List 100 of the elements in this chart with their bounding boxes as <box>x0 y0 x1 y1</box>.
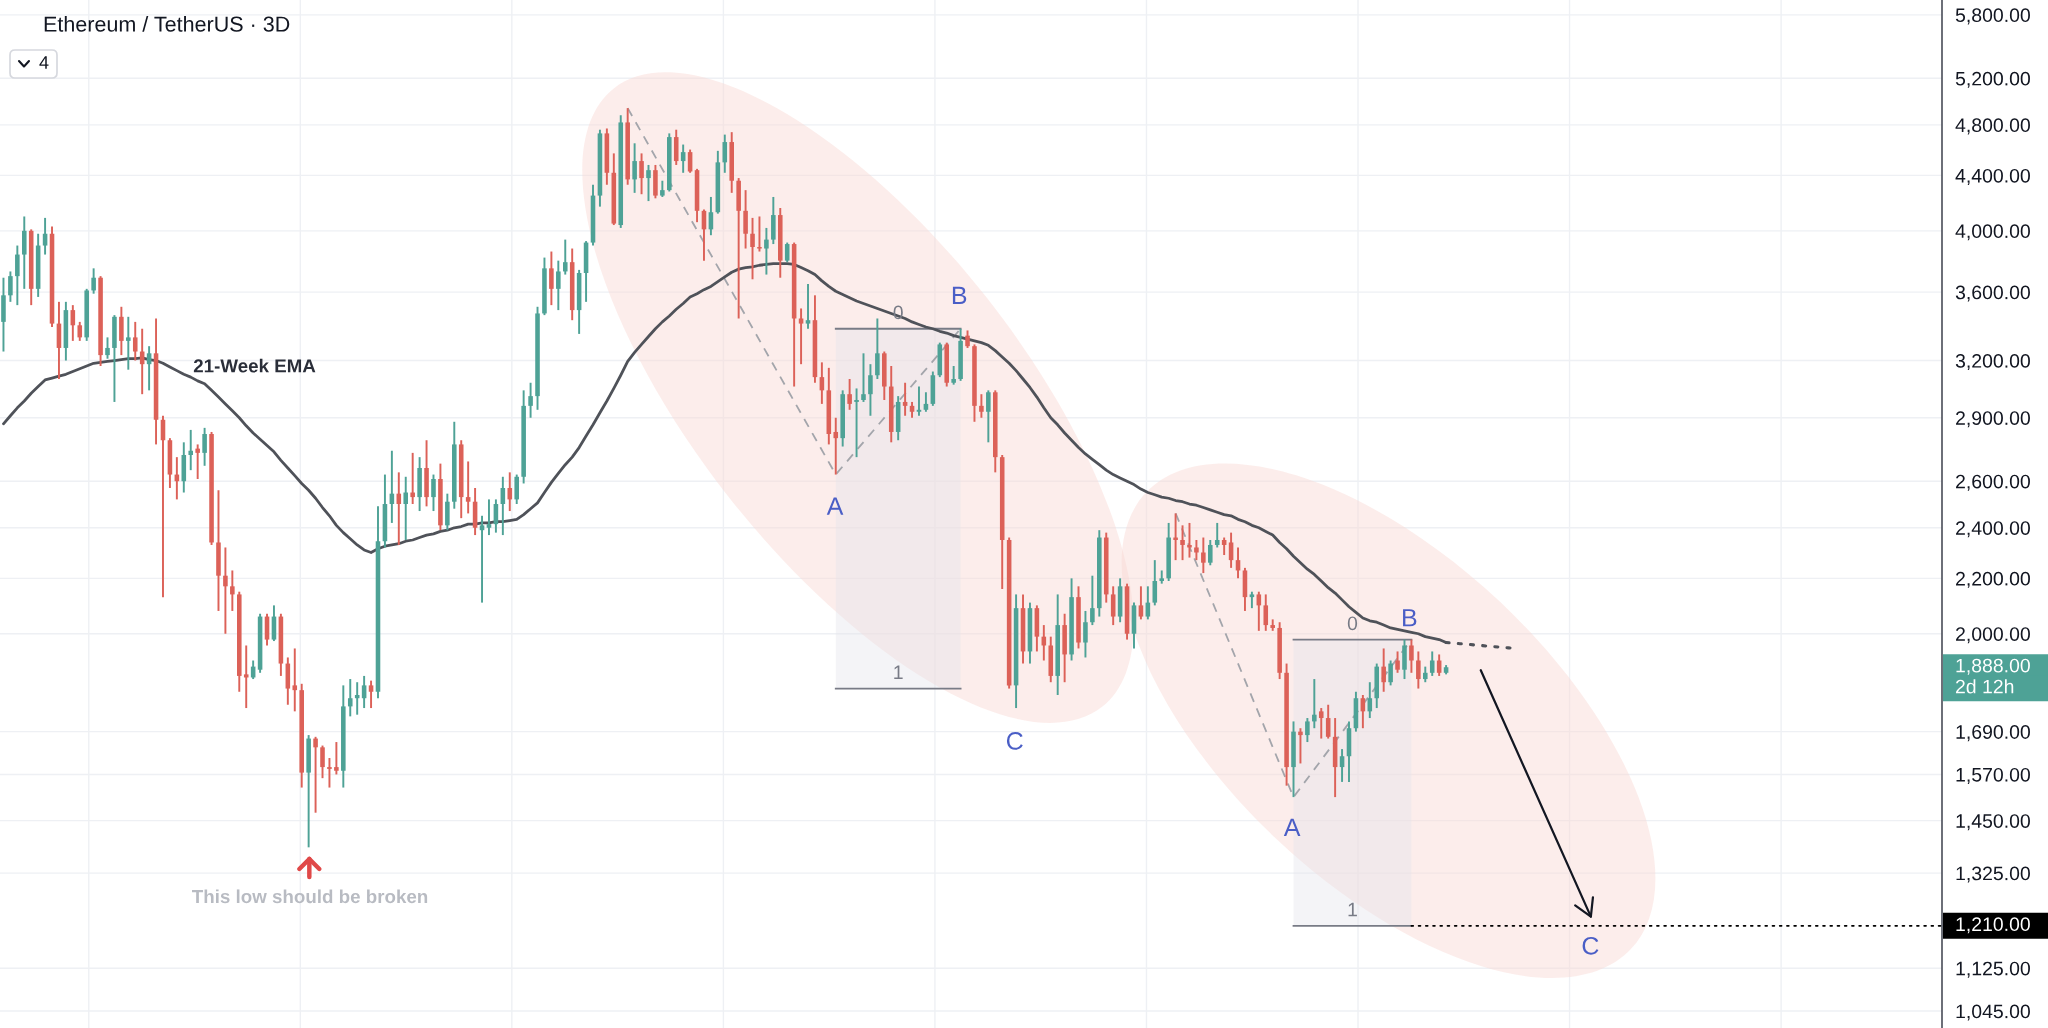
candlestick <box>868 363 873 417</box>
candlestick <box>486 498 492 537</box>
candlestick <box>313 735 318 814</box>
candlestick <box>854 387 859 459</box>
candlestick <box>639 152 644 196</box>
candlestick <box>979 393 984 419</box>
annotation: C <box>1006 732 1023 750</box>
annotation: This low should be broken <box>192 889 428 904</box>
candlestick <box>1187 521 1192 559</box>
candlestick <box>431 473 436 513</box>
candlestick <box>1318 707 1324 740</box>
candlestick <box>1201 536 1206 575</box>
candlestick <box>445 492 450 532</box>
candlestick <box>1388 659 1393 687</box>
candlestick <box>368 679 374 710</box>
annotation: B <box>952 286 967 304</box>
candlestick <box>875 317 880 380</box>
y-tick-label: 1,045.00 <box>1956 1004 2030 1021</box>
candlestick <box>798 307 804 366</box>
candlestick <box>21 215 27 290</box>
candlestick <box>1083 609 1088 659</box>
y-tick-label: 1,690.00 <box>1956 725 2030 742</box>
candlestick <box>646 163 651 203</box>
candlestick <box>1110 585 1116 627</box>
candlestick <box>1214 521 1220 549</box>
candlestick <box>556 259 561 312</box>
text: Ethereum / TetherUS · 3D <box>44 15 290 32</box>
text: 2d 12h <box>1955 679 2014 694</box>
candlestick <box>8 270 13 303</box>
candlestick <box>327 757 332 789</box>
candlestick <box>750 216 755 281</box>
candlestick <box>410 451 415 505</box>
candlestick <box>1395 650 1400 674</box>
candlestick <box>195 443 200 480</box>
candlestick <box>507 471 513 513</box>
y-tick-label: 3,600.00 <box>1955 285 2030 302</box>
annotation: 4 <box>39 56 49 69</box>
annotation: B <box>1403 609 1417 627</box>
candlestick <box>320 744 325 780</box>
candlestick <box>632 142 637 194</box>
y-tick-label: 1,325.00 <box>1956 866 2030 883</box>
y-tick-label: 4,000.00 <box>1955 224 2030 241</box>
candlestick <box>126 315 131 371</box>
candlestick <box>847 378 852 411</box>
candlestick <box>1429 650 1435 677</box>
y-tick-label: 1,125.00 <box>1956 961 2030 978</box>
annotation: C <box>1582 936 1599 955</box>
candlestick <box>292 647 298 713</box>
annotation: A <box>1283 818 1301 836</box>
candlestick <box>1090 574 1095 627</box>
y-tick-label: 2,900.00 <box>1956 411 2030 428</box>
y-tick-label: 2,400.00 <box>1956 521 2030 538</box>
y-tick-label: 3,200.00 <box>1955 354 2030 371</box>
y-tick-label: 1,570.00 <box>1956 767 2030 784</box>
candlestick <box>986 389 991 444</box>
candlestick <box>1207 539 1213 567</box>
candlestick <box>514 473 519 505</box>
candlestick <box>549 250 554 307</box>
candlestick <box>1263 593 1269 632</box>
candlestick <box>1298 727 1303 765</box>
candlestick <box>833 416 839 476</box>
annotation: A <box>826 497 844 515</box>
candlestick <box>764 226 769 276</box>
candlestick <box>743 189 748 250</box>
y-tick-label: 4,400.00 <box>1955 168 2030 185</box>
candlestick <box>757 215 762 253</box>
y-tick-label: 2,200.00 <box>1956 571 2030 588</box>
candlestick <box>91 267 96 295</box>
series-label: 21-Week EMA <box>193 358 316 373</box>
annotation: 0 <box>1347 616 1358 631</box>
candlestick <box>805 283 811 330</box>
ref-line-label: 1,210.00 <box>1956 917 2030 934</box>
candlestick <box>1416 650 1421 690</box>
candlestick <box>951 365 956 386</box>
candlestick <box>1138 585 1144 621</box>
text: 1,888.00 <box>1956 658 2030 675</box>
candlestick <box>1194 539 1199 562</box>
candlestick <box>562 238 568 276</box>
annotation: 1 <box>1348 902 1357 917</box>
candlestick <box>188 428 194 472</box>
candlestick <box>105 336 110 360</box>
y-tick-label: 2,000.00 <box>1956 627 2030 644</box>
candlestick <box>528 381 533 419</box>
y-tick-label: 4,800.00 <box>1955 118 2030 135</box>
candlestick <box>465 460 471 515</box>
candlestick <box>861 352 866 403</box>
annotation: 1 <box>894 665 903 679</box>
y-tick-label: 1,450.00 <box>1956 814 2030 831</box>
candlestick <box>202 426 207 467</box>
candlestick <box>15 244 20 307</box>
candlestick <box>132 320 138 362</box>
candlestick <box>1305 717 1310 744</box>
y-tick-label: 2,600.00 <box>1956 474 2030 491</box>
candlestick <box>77 320 83 342</box>
candlestick <box>223 546 228 635</box>
candlestick <box>403 475 409 541</box>
candlestick <box>722 133 728 174</box>
candlestick <box>1173 512 1178 562</box>
candlestick <box>230 569 235 612</box>
candlestick <box>1381 647 1386 693</box>
